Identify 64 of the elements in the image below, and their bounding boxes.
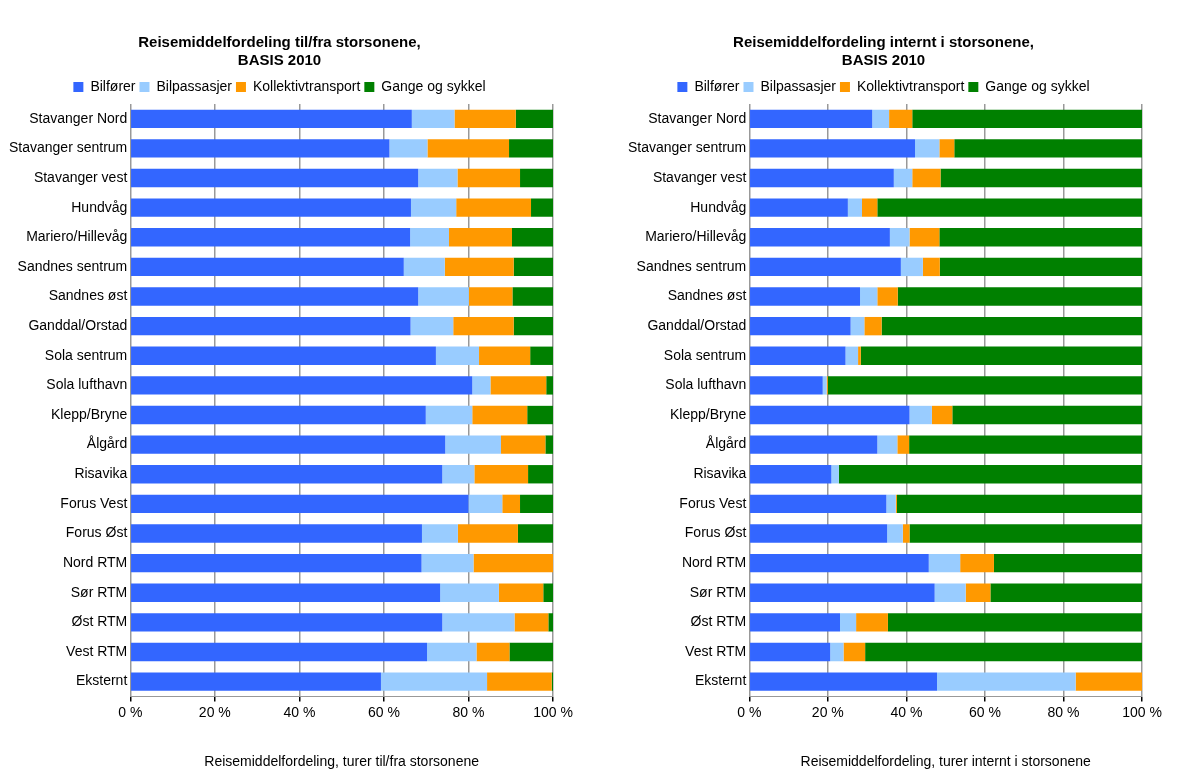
x-tick-label: 80 % xyxy=(452,703,485,720)
legend-label: Kollektivtransport xyxy=(252,77,361,94)
y-tick-label: Sola lufthavn xyxy=(46,376,128,393)
y-tick-label: Sola sentrum xyxy=(663,346,747,363)
y-tick-label: Nord RTM xyxy=(62,553,128,570)
y-tick-label: Sola lufthavn xyxy=(665,376,747,393)
legend-label: Gange og sykkel xyxy=(985,77,1090,94)
y-tick-label: Vest RTM xyxy=(66,642,128,659)
y-tick-label: Sør RTM xyxy=(70,583,128,600)
y-tick-label: Stavanger sentrum xyxy=(627,139,747,156)
y-tick-label: Stavanger Nord xyxy=(648,109,747,126)
y-tick-label: Ganddal/Orstad xyxy=(28,317,128,334)
legend-label: Kollektivtransport xyxy=(856,77,965,94)
y-tick-label: Risavika xyxy=(693,465,747,482)
x-tick-label: 20 % xyxy=(811,703,844,720)
y-tick-label: Stavanger vest xyxy=(652,168,747,185)
x-tick-label: 40 % xyxy=(283,703,316,720)
x-tick-label: 80 % xyxy=(1047,703,1080,720)
y-tick-label: Sandnes sentrum xyxy=(636,257,747,274)
y-tick-label: Øst RTM xyxy=(690,613,747,630)
y-tick-label: Klepp/Bryne xyxy=(670,405,747,422)
y-tick-label: Sør RTM xyxy=(689,583,747,600)
legend-label: Bilfører xyxy=(694,77,740,94)
y-tick-label: Klepp/Bryne xyxy=(51,405,128,422)
y-tick-label: Ålgård xyxy=(705,435,747,452)
x-tick-label: 0 % xyxy=(118,703,143,720)
y-tick-label: Stavanger vest xyxy=(33,168,128,185)
y-tick-label: Mariero/Hillevåg xyxy=(26,228,128,245)
x-tick-label: 60 % xyxy=(968,703,1001,720)
legend-label: Gange og sykkel xyxy=(381,77,486,94)
y-tick-label: Forus Vest xyxy=(60,494,128,511)
y-tick-label: Risavika xyxy=(74,465,128,482)
x-tick-label: 60 % xyxy=(367,703,400,720)
chart-title: Reisemiddelfordeling internt i storsonene, BASIS 2010 xyxy=(733,33,1034,69)
legend-label: Bilpassasjer xyxy=(760,77,837,94)
y-tick-label: Sandnes øst xyxy=(667,287,747,304)
y-tick-label: Hundvåg xyxy=(71,198,128,215)
x-axis-title: Reisemiddelfordeling, turer til/fra storsonene xyxy=(204,753,480,770)
y-tick-label: Sandnes øst xyxy=(48,287,128,304)
y-tick-label: Eksternt xyxy=(694,672,747,689)
y-tick-label: Forus Øst xyxy=(65,524,128,541)
y-tick-label: Nord RTM xyxy=(681,553,747,570)
y-tick-label: Ålgård xyxy=(86,435,128,452)
y-tick-label: Mariero/Hillevåg xyxy=(645,228,747,245)
x-tick-label: 40 % xyxy=(890,703,923,720)
y-tick-label: Stavanger sentrum xyxy=(8,139,128,156)
x-tick-label: 100 % xyxy=(533,703,573,720)
legend-label: Bilpassasjer xyxy=(156,77,233,94)
y-tick-label: Øst RTM xyxy=(71,613,128,630)
x-axis-title: Reisemiddelfordeling, turer internt i storsonene xyxy=(800,753,1091,770)
x-tick-label: 100 % xyxy=(1122,703,1162,720)
y-tick-label: Eksternt xyxy=(75,672,128,689)
y-tick-label: Sandnes sentrum xyxy=(17,257,128,274)
y-tick-label: Stavanger Nord xyxy=(29,109,128,126)
y-tick-label: Sola sentrum xyxy=(44,346,128,363)
y-tick-label: Ganddal/Orstad xyxy=(647,317,747,334)
y-tick-label: Forus Øst xyxy=(684,524,747,541)
chart-title: Reisemiddelfordeling til/fra storsonene, BASIS 2010 xyxy=(138,33,421,69)
x-tick-label: 20 % xyxy=(198,703,231,720)
x-tick-label: 0 % xyxy=(737,703,762,720)
legend-label: Bilfører xyxy=(90,77,136,94)
y-tick-label: Forus Vest xyxy=(679,494,747,511)
y-tick-label: Hundvåg xyxy=(690,198,747,215)
y-tick-label: Vest RTM xyxy=(685,642,747,659)
